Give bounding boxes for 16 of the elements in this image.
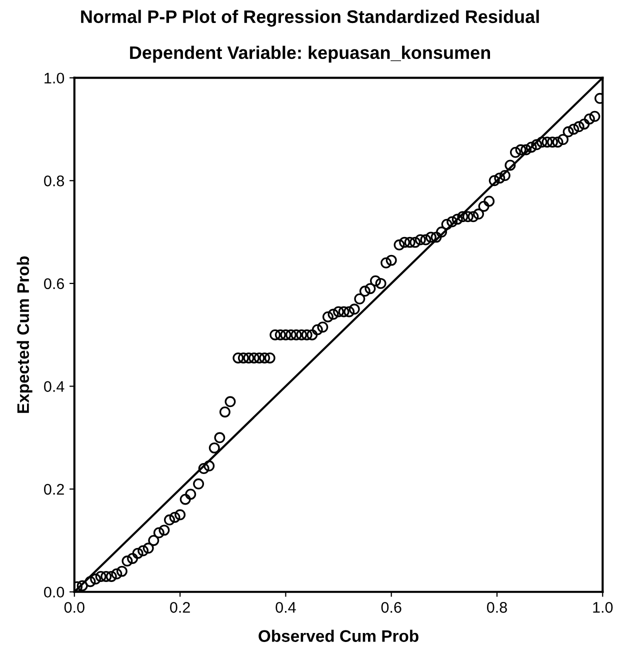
y-tick-label: 0.6 — [44, 278, 64, 290]
x-tick-label: 0.0 — [64, 602, 84, 613]
x-axis-title: Observed Cum Prob — [258, 630, 418, 642]
chart-title: Normal P-P Plot of Regression Standardized Residual — [81, 10, 539, 27]
x-tick-label: 0.8 — [486, 602, 507, 613]
y-tick-label: 0.0 — [44, 586, 64, 598]
x-tick-label: 0.4 — [276, 602, 296, 613]
y-tick-label: 1.0 — [44, 72, 64, 84]
y-axis-title: Expected Cum Prob — [16, 256, 32, 413]
y-tick-label: 0.2 — [44, 484, 64, 495]
x-tick-label: 0.2 — [170, 602, 190, 613]
x-tick-label: 1.0 — [593, 602, 613, 613]
y-tick-label: 0.8 — [44, 176, 64, 186]
x-tick-label: 0.6 — [381, 602, 402, 613]
chart-subtitle: Dependent Variable: kepuasan_konsumen — [130, 46, 490, 63]
y-tick-label: 0.4 — [44, 381, 64, 392]
